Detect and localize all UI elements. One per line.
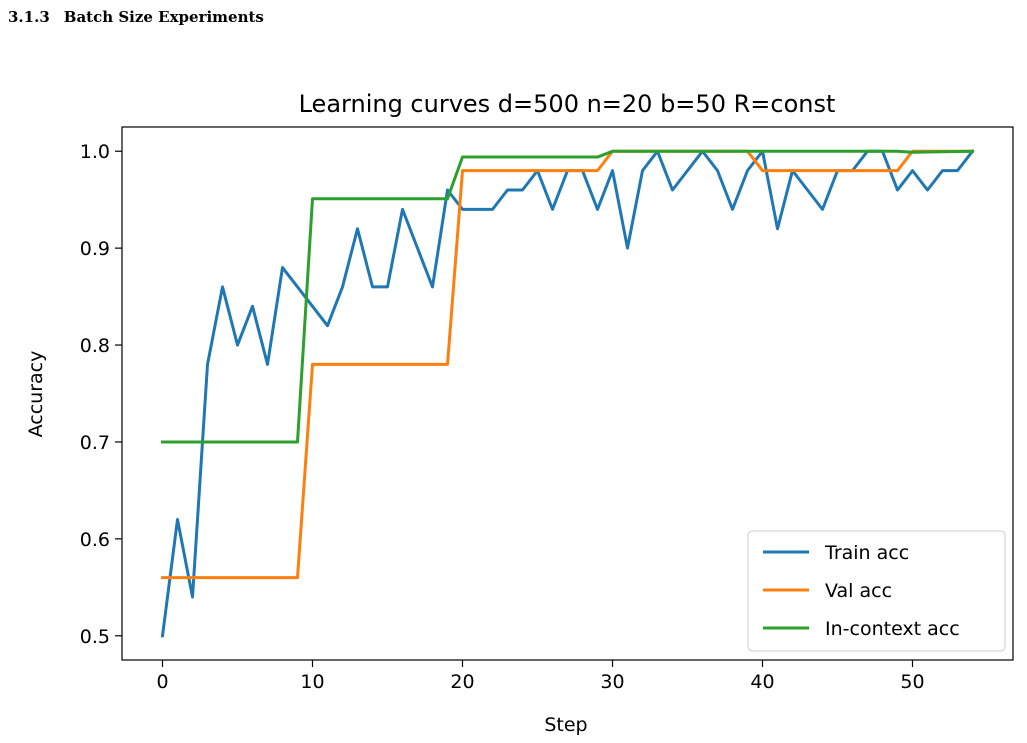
x-tick-label: 10 [300,671,324,693]
y-axis-label: Accuracy [25,351,47,438]
x-tick-label: 0 [156,671,168,693]
x-axis: 0 10 20 30 40 50 [156,660,925,693]
x-tick-label: 40 [750,671,774,693]
y-tick-label: 0.8 [80,335,110,357]
plot-frame [121,126,1014,661]
chart-title: Learning curves d=500 n=20 b=50 R=const [299,90,836,118]
legend: Train acc Val acc In-context acc [747,530,1006,652]
plot-lines [160,149,975,638]
section-number: 3.1.3 [8,8,50,26]
legend-label: In-context acc [825,618,960,640]
y-tick-label: 0.9 [80,238,110,260]
y-tick-label: 0.7 [80,432,110,454]
legend-box [747,530,1006,652]
x-tick-label: 30 [600,671,624,693]
series-line-val-acc [161,149,974,580]
section-heading: 3.1.3 Batch Size Experiments [8,8,264,26]
series-line-in-context-acc [161,149,975,444]
legend-label: Train acc [824,542,909,564]
y-axis: 0.5 0.6 0.7 0.8 0.9 1.0 [80,141,122,648]
y-tick-label: 1.0 [80,141,110,163]
x-axis-label: Step [544,714,587,736]
x-tick-label: 20 [450,671,474,693]
legend-label: Val acc [825,580,892,602]
section-title: Batch Size Experiments [63,8,264,26]
y-tick-label: 0.6 [80,529,110,551]
x-tick-label: 50 [900,671,924,693]
y-tick-label: 0.5 [80,626,110,648]
